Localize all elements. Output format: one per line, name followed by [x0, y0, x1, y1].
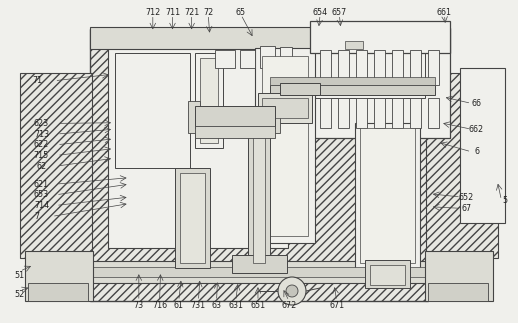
- Text: 731: 731: [191, 301, 206, 310]
- Text: 71: 71: [32, 76, 42, 85]
- Bar: [315, 43, 425, 98]
- Circle shape: [286, 285, 298, 297]
- Text: 652: 652: [458, 193, 474, 202]
- Text: 661: 661: [437, 8, 452, 17]
- Text: 657: 657: [332, 8, 347, 17]
- Bar: [338, 50, 349, 85]
- Bar: [392, 50, 403, 85]
- Bar: [25, 251, 93, 301]
- Bar: [365, 260, 410, 288]
- Bar: [188, 101, 200, 133]
- Text: 651: 651: [250, 301, 266, 310]
- Text: 623: 623: [34, 119, 49, 128]
- Bar: [20, 73, 92, 258]
- Bar: [258, 93, 312, 123]
- Text: 66: 66: [471, 99, 482, 108]
- Text: 714: 714: [34, 201, 49, 210]
- Text: 713: 713: [34, 130, 49, 139]
- Text: 5: 5: [502, 196, 508, 205]
- Bar: [108, 43, 288, 248]
- Bar: [356, 50, 367, 85]
- Bar: [425, 251, 493, 301]
- Text: 61: 61: [174, 301, 184, 310]
- Bar: [370, 265, 405, 285]
- Bar: [345, 41, 363, 49]
- Bar: [428, 283, 488, 301]
- Bar: [428, 50, 439, 85]
- Bar: [90, 261, 428, 283]
- Text: 73: 73: [134, 301, 144, 310]
- Bar: [430, 28, 450, 138]
- Bar: [338, 98, 349, 128]
- Text: 622: 622: [34, 140, 49, 149]
- Bar: [320, 98, 331, 128]
- Bar: [90, 29, 428, 301]
- Bar: [374, 50, 385, 85]
- Text: 6: 6: [474, 147, 479, 156]
- Bar: [200, 58, 218, 143]
- Bar: [426, 73, 498, 258]
- Bar: [248, 123, 270, 268]
- Bar: [175, 168, 210, 268]
- Text: 621: 621: [34, 180, 49, 189]
- Text: 65: 65: [236, 8, 246, 17]
- Bar: [310, 28, 450, 53]
- Bar: [253, 123, 265, 263]
- Bar: [410, 50, 421, 85]
- Text: 712: 712: [145, 8, 161, 17]
- Circle shape: [278, 277, 306, 305]
- Bar: [232, 255, 287, 273]
- Text: 62: 62: [36, 162, 47, 171]
- Bar: [195, 53, 223, 148]
- Bar: [410, 98, 421, 128]
- Bar: [270, 77, 435, 85]
- Bar: [360, 128, 415, 263]
- Bar: [195, 126, 275, 138]
- Text: 711: 711: [165, 8, 180, 17]
- Bar: [240, 50, 255, 68]
- Bar: [270, 85, 435, 95]
- Bar: [180, 173, 205, 263]
- Bar: [215, 50, 235, 68]
- Bar: [392, 98, 403, 128]
- Text: 72: 72: [203, 8, 213, 17]
- Bar: [280, 47, 292, 65]
- Text: 631: 631: [228, 301, 243, 310]
- Bar: [355, 123, 420, 268]
- Bar: [90, 267, 428, 277]
- Bar: [195, 106, 275, 128]
- Text: 52: 52: [15, 290, 25, 299]
- Bar: [310, 28, 450, 138]
- Text: 653: 653: [34, 190, 49, 199]
- Bar: [115, 53, 190, 168]
- Text: 662: 662: [469, 125, 484, 134]
- Text: 654: 654: [312, 8, 328, 17]
- Bar: [90, 27, 428, 49]
- Bar: [262, 98, 308, 118]
- Text: 716: 716: [152, 301, 167, 310]
- Bar: [374, 98, 385, 128]
- Bar: [255, 48, 315, 243]
- Text: 67: 67: [461, 204, 471, 213]
- Bar: [460, 68, 505, 223]
- Bar: [320, 50, 331, 85]
- Bar: [268, 101, 280, 133]
- Bar: [262, 56, 308, 236]
- Text: 7: 7: [35, 212, 40, 221]
- Bar: [28, 283, 88, 301]
- Bar: [310, 21, 450, 53]
- Bar: [260, 46, 275, 68]
- Text: 672: 672: [281, 301, 297, 310]
- Text: 721: 721: [184, 8, 199, 17]
- Bar: [428, 98, 439, 128]
- Bar: [280, 83, 320, 95]
- Text: 715: 715: [34, 151, 49, 160]
- Bar: [356, 98, 367, 128]
- Text: 671: 671: [329, 301, 344, 310]
- Text: 51: 51: [15, 271, 25, 280]
- Text: 63: 63: [211, 301, 222, 310]
